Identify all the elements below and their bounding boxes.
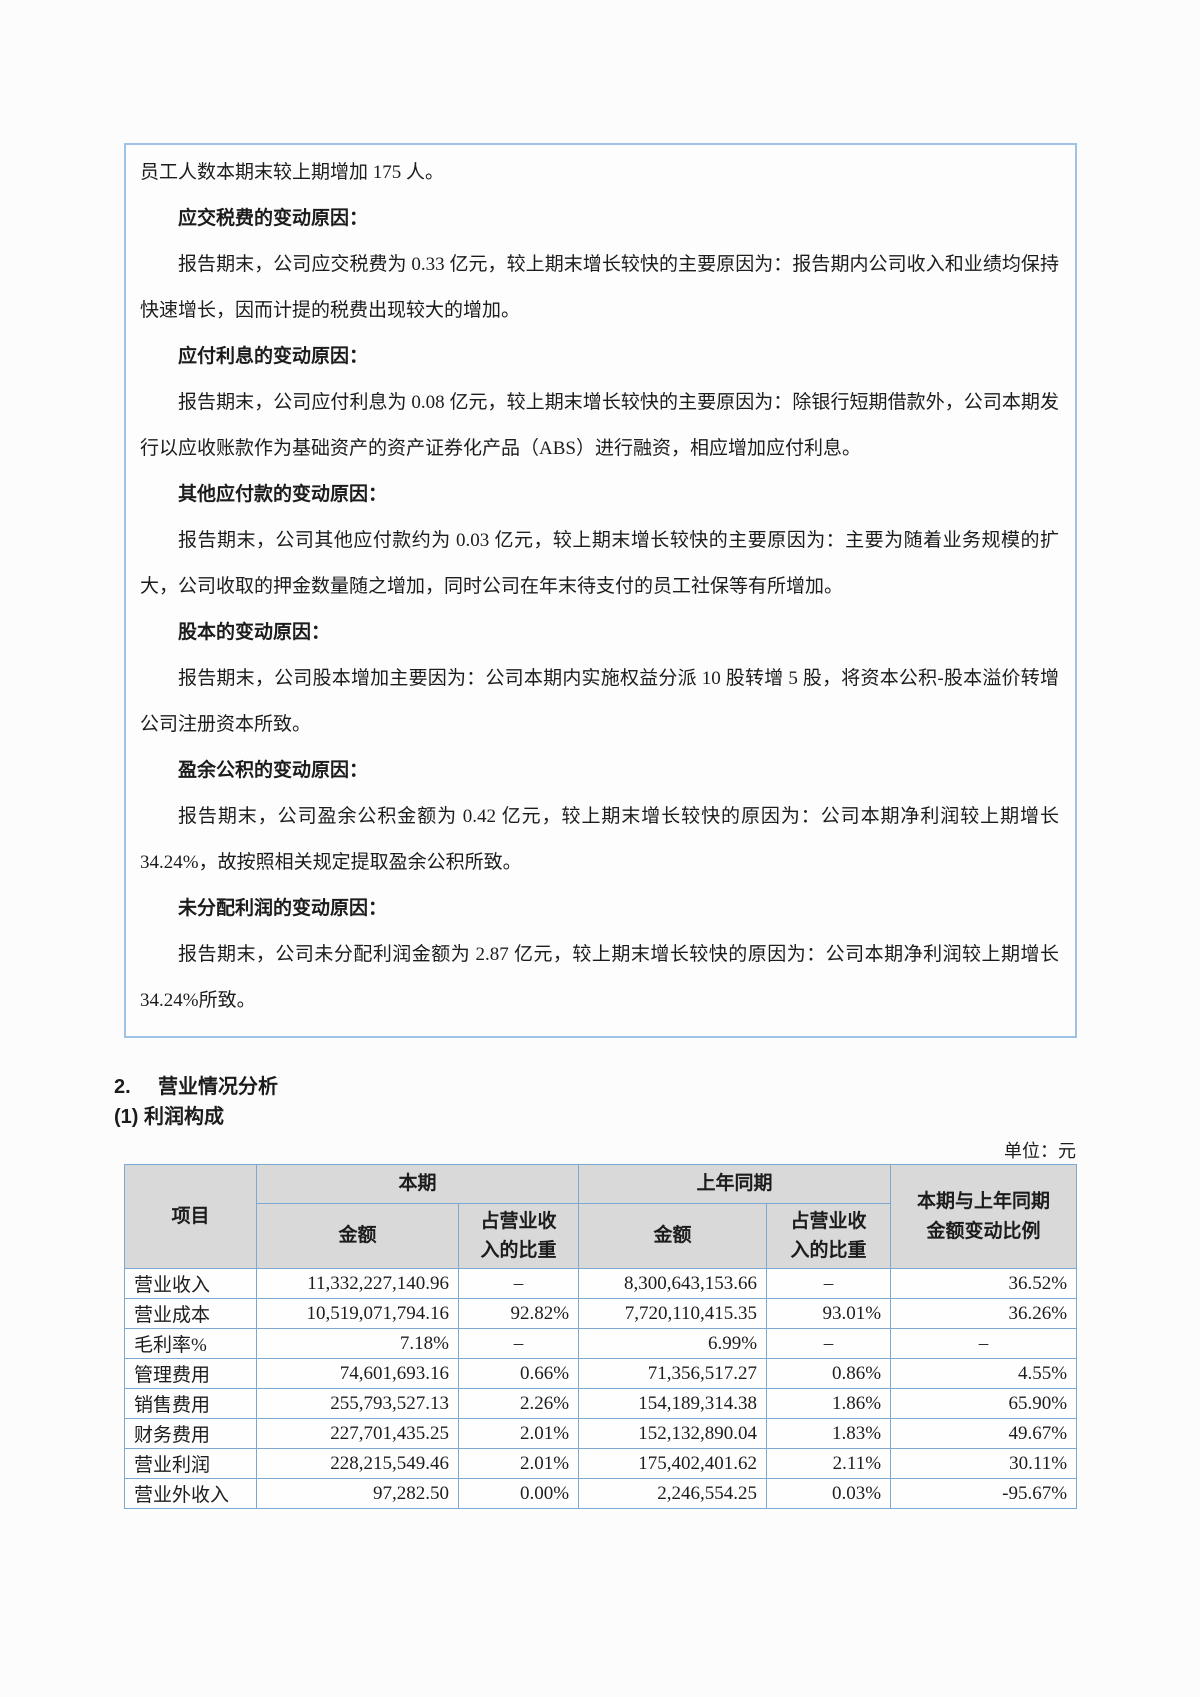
prior-amount-cell: 7,720,110,415.35 xyxy=(578,1298,768,1329)
table-row: 营业利润 228,215,549.46 2.01% 175,402,401.62 2.1… xyxy=(124,1448,1078,1479)
row-item-label: 营业外收入 xyxy=(124,1478,257,1509)
table-header: 项目 本期 上年同期 本期与上年同期金额变动比例 金额 占营业收入的比重 金额 … xyxy=(124,1164,1078,1269)
change-ratio-cell: – xyxy=(890,1328,1078,1359)
reason-heading: 未分配利润的变动原因： xyxy=(178,898,388,919)
prior-amount-cell: 6.99% xyxy=(578,1328,768,1359)
table-row: 财务费用 227,701,435.25 2.01% 152,132,890.04 1.8… xyxy=(124,1418,1078,1449)
section-number: 2. xyxy=(114,1076,131,1098)
current-ratio-cell: 0.00% xyxy=(457,1478,580,1509)
prior-amount-cell: 152,132,890.04 xyxy=(578,1418,768,1449)
table-row: 营业外收入 97,282.50 0.00% 2,246,554.25 0.03% -95.… xyxy=(124,1478,1078,1509)
change-ratio-cell: -95.67% xyxy=(890,1478,1078,1509)
current-amount-cell: 74,601,693.16 xyxy=(256,1358,459,1389)
row-item-label: 财务费用 xyxy=(124,1418,257,1449)
col-header-amount-current: 金额 xyxy=(256,1203,459,1269)
table-row: 营业成本 10,519,071,794.16 92.82% 7,720,110,415… xyxy=(124,1298,1078,1329)
section-title: 营业情况分析 xyxy=(158,1076,278,1098)
change-reasons-text-box: 员工人数本期末较上期增加 175 人。应交税费的变动原因： 报告期末，公司应交税费… xyxy=(124,143,1077,1038)
reason-paragraph: 报告期末，公司盈余公积金额为 0.42 亿元，较上期末增长较快的原因为：公司本期… xyxy=(140,806,1059,873)
table-row: 管理费用 74,601,693.16 0.66% 71,356,517.27 0.86%… xyxy=(124,1358,1078,1389)
current-ratio-cell: 2.01% xyxy=(457,1418,580,1449)
col-header-prior-period: 上年同期 xyxy=(578,1164,892,1204)
reason-paragraph: 报告期末，公司未分配利润金额为 2.87 亿元，较上期末增长较快的原因为：公司本… xyxy=(140,944,1059,1011)
prior-ratio-cell: 0.86% xyxy=(766,1358,892,1389)
prior-ratio-cell: – xyxy=(766,1328,892,1359)
reason-heading: 其他应付款的变动原因： xyxy=(178,484,388,505)
change-ratio-cell: 4.55% xyxy=(890,1358,1078,1389)
current-ratio-cell: 2.01% xyxy=(457,1448,580,1479)
reason-heading: 股本的变动原因： xyxy=(178,622,331,643)
prior-ratio-cell: 0.03% xyxy=(766,1478,892,1509)
table-row: 销售费用 255,793,527.13 2.26% 154,189,314.38 1.8… xyxy=(124,1388,1078,1419)
section-2-heading: 2. 营业情况分析 xyxy=(114,1072,1076,1102)
row-item-label: 管理费用 xyxy=(124,1358,257,1389)
current-ratio-cell: 0.66% xyxy=(457,1358,580,1389)
reason-paragraph: 报告期末，公司应付利息为 0.08 亿元，较上期末增长较快的主要原因为：除银行短… xyxy=(140,392,1059,459)
table-row: 毛利率% 7.18% –6.99% – – xyxy=(124,1328,1078,1359)
reason-heading: 应交税费的变动原因： xyxy=(178,208,369,229)
change-ratio-cell: 36.26% xyxy=(890,1298,1078,1329)
prior-amount-cell: 71,356,517.27 xyxy=(578,1358,768,1389)
col-header-current-period: 本期 xyxy=(255,1164,580,1204)
profit-composition-table: 项目 本期 上年同期 本期与上年同期金额变动比例 金额 占营业收入的比重 金额 … xyxy=(124,1164,1078,1509)
prior-ratio-cell: 1.83% xyxy=(766,1418,892,1449)
current-amount-cell: 255,793,527.13 xyxy=(256,1388,459,1419)
unit-label: 单位：元 xyxy=(1004,1141,1076,1161)
change-ratio-cell: 30.11% xyxy=(890,1448,1078,1479)
prior-amount-cell: 154,189,314.38 xyxy=(578,1388,768,1419)
change-ratio-cell: 65.90% xyxy=(890,1388,1078,1419)
table-row: 营业收入 11,332,227,140.96–8,300,643,153.66–3… xyxy=(124,1268,1078,1299)
row-item-label: 营业收入 xyxy=(124,1268,257,1299)
col-header-amount-prior: 金额 xyxy=(578,1203,768,1269)
prior-ratio-cell: – xyxy=(766,1268,892,1299)
reason-paragraph: 报告期末，公司其他应付款约为 0.03 亿元，较上期末增长较快的主要原因为：主要… xyxy=(140,530,1059,597)
change-ratio-cell: 36.52% xyxy=(890,1268,1078,1299)
current-ratio-cell: – xyxy=(457,1268,580,1299)
prior-amount-cell: 175,402,401.62 xyxy=(578,1448,768,1479)
col-header-ratio-current: 占营业收入的比重 xyxy=(457,1203,580,1269)
col-header-item: 项目 xyxy=(124,1164,257,1269)
current-amount-cell: 11,332,227,140.96 xyxy=(256,1268,459,1299)
prior-ratio-cell: 2.11% xyxy=(766,1448,892,1479)
prior-amount-cell: 8,300,643,153.66 xyxy=(578,1268,768,1299)
table-body: 营业收入 11,332,227,140.96–8,300,643,153.66–3… xyxy=(124,1268,1078,1509)
col-header-change-ratio: 本期与上年同期金额变动比例 xyxy=(890,1164,1078,1269)
prior-ratio-cell: 1.86% xyxy=(766,1388,892,1419)
change-ratio-cell: 49.67% xyxy=(890,1418,1078,1449)
row-item-label: 销售费用 xyxy=(124,1388,257,1419)
reason-paragraph: 报告期末，公司应交税费为 0.33 亿元，较上期末增长较快的主要原因为：报告期内… xyxy=(140,254,1059,321)
reason-heading: 盈余公积的变动原因： xyxy=(178,760,369,781)
row-item-label: 营业利润 xyxy=(124,1448,257,1479)
reason-heading: 应付利息的变动原因： xyxy=(178,346,369,367)
current-amount-cell: 10,519,071,794.16 xyxy=(256,1298,459,1329)
current-ratio-cell: 92.82% xyxy=(457,1298,580,1329)
row-item-label: 营业成本 xyxy=(124,1298,257,1329)
current-amount-cell: 7.18% xyxy=(256,1328,459,1359)
current-amount-cell: 228,215,549.46 xyxy=(256,1448,459,1479)
prior-amount-cell: 2,246,554.25 xyxy=(578,1478,768,1509)
col-header-ratio-prior: 占营业收入的比重 xyxy=(766,1203,892,1269)
current-ratio-cell: – xyxy=(457,1328,580,1359)
prior-ratio-cell: 93.01% xyxy=(766,1298,892,1329)
reason-paragraph: 员工人数本期末较上期增加 175 人。 xyxy=(140,162,445,183)
row-item-label: 毛利率% xyxy=(124,1328,257,1359)
reason-paragraph: 报告期末，公司股本增加主要因为：公司本期内实施权益分派 10 股转增 5 股，将… xyxy=(140,668,1059,735)
current-ratio-cell: 2.26% xyxy=(457,1388,580,1419)
current-amount-cell: 97,282.50 xyxy=(256,1478,459,1509)
current-amount-cell: 227,701,435.25 xyxy=(256,1418,459,1449)
subsection-1-heading: (1) 利润构成 xyxy=(114,1106,224,1128)
section-2-block: 2. 营业情况分析 (1) 利润构成 单位：元 xyxy=(114,1072,1076,1167)
